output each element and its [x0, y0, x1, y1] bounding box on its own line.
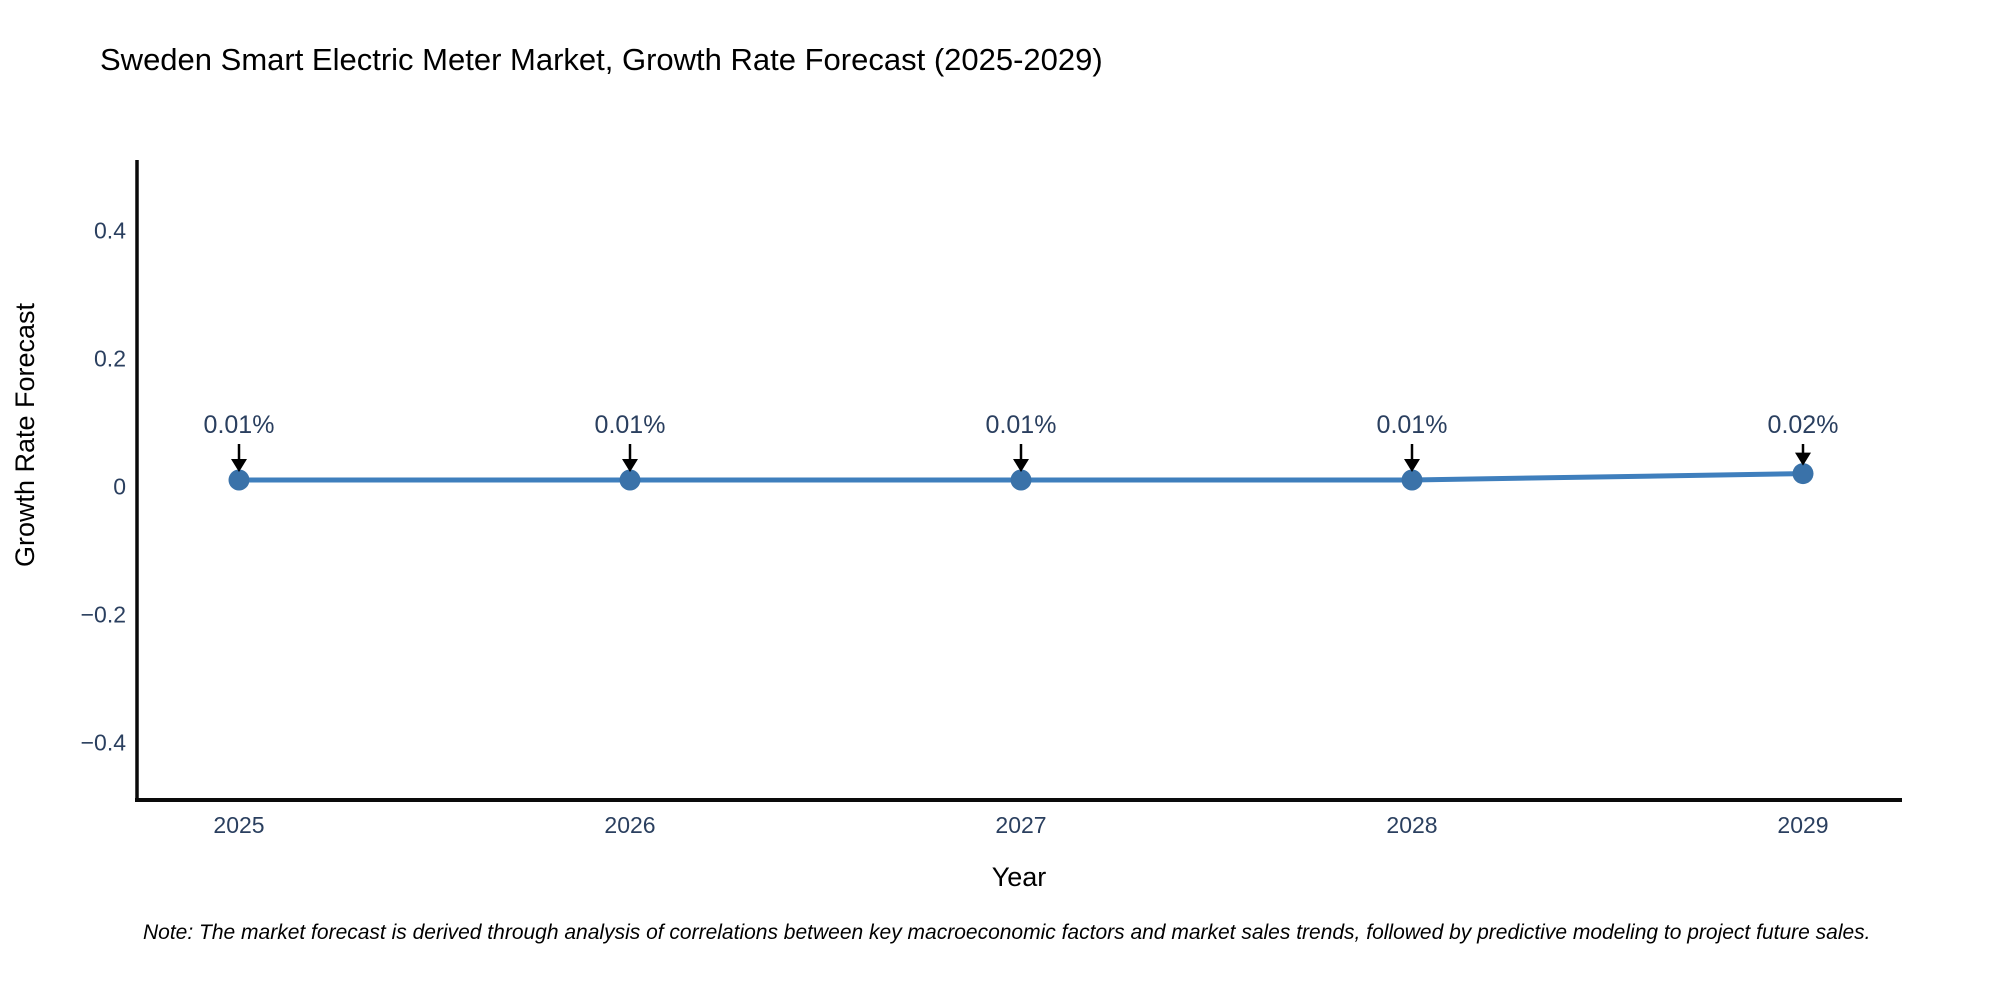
- data-point-marker: [228, 469, 250, 491]
- annotation-label: 0.01%: [986, 411, 1057, 439]
- data-point-marker: [619, 469, 641, 491]
- annotation-label: 0.01%: [1377, 411, 1448, 439]
- annotation-label: 0.01%: [595, 411, 666, 439]
- annotation-arrowhead: [1795, 452, 1811, 466]
- y-tick-label: −0.4: [81, 729, 127, 755]
- annotation-arrowhead: [1013, 459, 1029, 472]
- annotation-label: 0.01%: [204, 411, 275, 439]
- annotation-arrowhead: [622, 459, 638, 472]
- annotation-label: 0.02%: [1768, 411, 1839, 439]
- data-point-marker: [1792, 463, 1814, 485]
- y-tick-label: 0: [113, 473, 126, 499]
- data-point-marker: [1401, 469, 1423, 491]
- x-tick-label: 2025: [213, 812, 264, 838]
- x-axis-title: Year: [992, 862, 1047, 892]
- annotation-arrowhead: [231, 459, 247, 472]
- x-tick-label: 2028: [1386, 812, 1437, 838]
- y-tick-label: −0.2: [81, 601, 126, 627]
- y-tick-label: 0.4: [94, 217, 126, 243]
- chart-title: Sweden Smart Electric Meter Market, Grow…: [100, 42, 1103, 77]
- y-tick-label: 0.2: [94, 345, 126, 371]
- x-tick-label: 2027: [995, 812, 1046, 838]
- annotation-arrowhead: [1404, 459, 1420, 472]
- plot-area: 0.4 0.2 0 −0.2 −0.4 2025 2026 2027 2028 2029 0.01%…: [81, 160, 1902, 838]
- x-tick-label: 2029: [1777, 812, 1828, 838]
- y-axis-title: Growth Rate Forecast: [10, 302, 40, 567]
- footnote: Note: The market forecast is derived thr…: [143, 921, 1871, 944]
- data-point-marker: [1010, 469, 1032, 491]
- x-tick-label: 2026: [604, 812, 655, 838]
